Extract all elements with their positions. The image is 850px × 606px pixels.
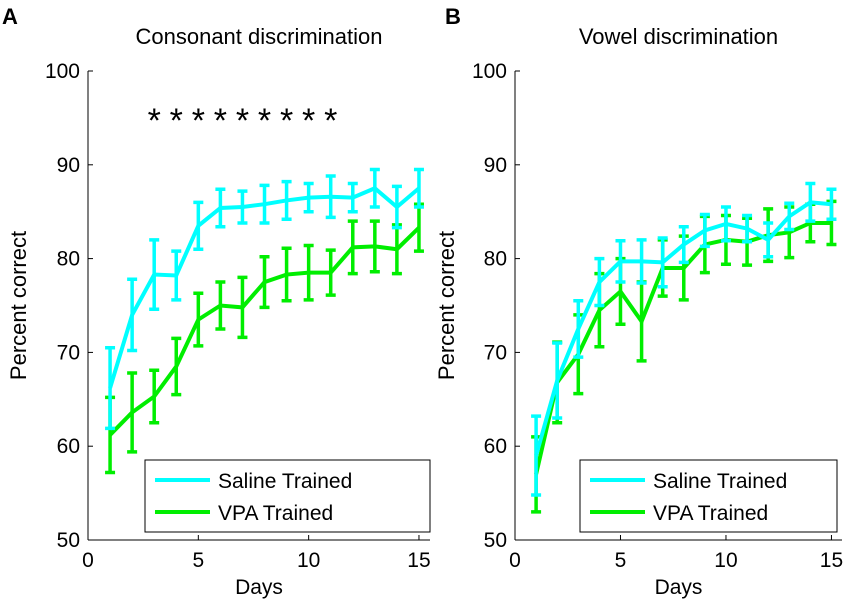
x-axis-label: Days (655, 576, 703, 599)
legend: Saline Trained VPA Trained (144, 459, 431, 533)
y-axis-label: Percent correct (434, 231, 459, 380)
y-tick-label: 50 (484, 529, 507, 552)
y-tick-label: 60 (484, 435, 507, 458)
x-tick-label: 0 (82, 549, 94, 572)
panel-label: B (445, 4, 461, 29)
y-tick-label: 80 (484, 248, 507, 271)
legend-label: Saline Trained (218, 470, 352, 493)
x-tick-label: 5 (192, 549, 204, 572)
significance-marker: * (324, 102, 337, 140)
x-tick-label: 10 (714, 549, 737, 572)
x-tick-label: 10 (297, 549, 320, 572)
legend-label: Saline Trained (653, 470, 787, 493)
y-tick-label: 100 (472, 60, 507, 83)
significance-marker: * (280, 102, 293, 140)
panel-label: A (2, 4, 18, 29)
chart-title: Vowel discrimination (579, 24, 778, 49)
x-tick-label: 5 (615, 549, 627, 572)
y-tick-label: 50 (57, 529, 80, 552)
legend-label: VPA Trained (653, 502, 768, 525)
x-tick-label: 15 (820, 549, 843, 572)
significance-marker: * (192, 102, 205, 140)
y-tick-label: 100 (45, 60, 80, 83)
x-tick-label: 0 (509, 549, 521, 572)
significance-marker: * (258, 102, 271, 140)
y-tick-label: 90 (484, 154, 507, 177)
y-tick-label: 90 (57, 154, 80, 177)
legend-label: VPA Trained (218, 502, 333, 525)
y-axis-label: Percent correct (6, 231, 31, 380)
x-axis-label: Days (235, 576, 283, 599)
significance-marker: * (302, 102, 315, 140)
y-tick-label: 80 (57, 248, 80, 271)
chart-title: Consonant discrimination (135, 24, 382, 49)
panel-b: B Vowel discrimination 50 60 70 80 90 100 0 5 10 15… (434, 4, 843, 599)
x-tick-label: 15 (407, 549, 430, 572)
series-saline-trained (531, 181, 837, 497)
legend-box (144, 459, 431, 533)
significance-marker: * (236, 102, 249, 140)
series-saline-trained (105, 167, 424, 431)
panel-a: A Consonant discrimination 50 60 70 80 90 100 0 5… (2, 4, 431, 599)
significance-marker: * (214, 102, 227, 140)
significance-marker: * (148, 102, 161, 140)
significance-marker: * (170, 102, 183, 140)
legend-box (579, 459, 838, 533)
y-tick-label: 60 (57, 435, 80, 458)
y-tick-label: 70 (57, 341, 80, 364)
y-tick-label: 70 (484, 341, 507, 364)
legend: Saline Trained VPA Trained (579, 459, 838, 533)
series-vpa-trained (105, 202, 424, 475)
